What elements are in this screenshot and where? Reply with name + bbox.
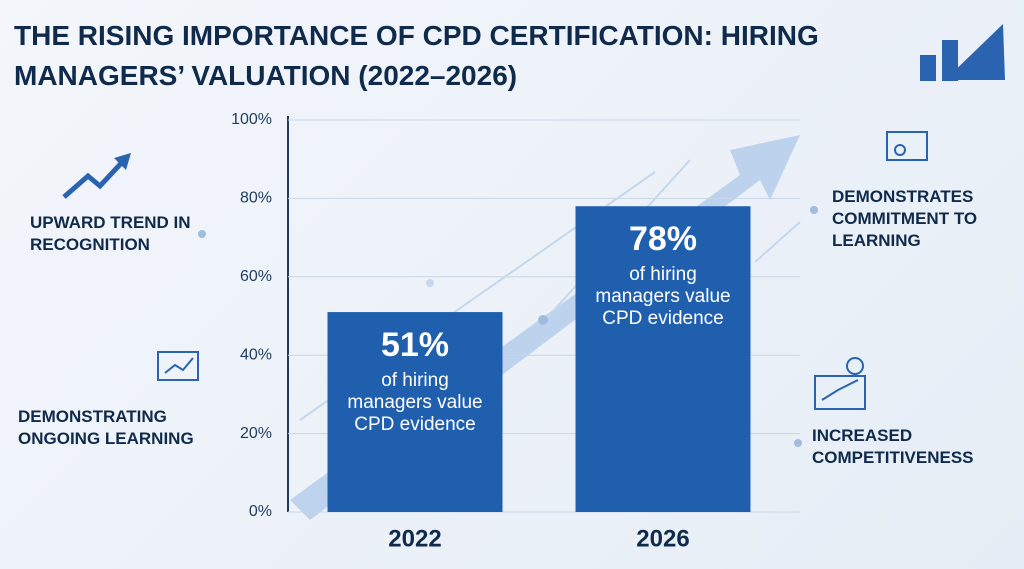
value-label: 78% <box>628 220 698 259</box>
bar <box>575 206 751 513</box>
annotation: UPWARD TREND IN RECOGNITION <box>30 213 191 254</box>
y-tick-label: 0% <box>249 503 272 520</box>
y-tick-label: 60% <box>240 268 272 285</box>
x-tick-label: 2022 <box>388 525 441 552</box>
y-tick-label: 80% <box>240 190 272 207</box>
bar-caption: of hiring managers value CPD evidence <box>347 370 483 436</box>
annotation: INCREASED COMPETITIVENESS <box>812 426 974 467</box>
y-tick-label: 40% <box>240 346 272 363</box>
y-tick-label: 20% <box>240 425 272 442</box>
annotation: DEMONSTRATES COMMITMENT TO LEARNING <box>832 187 978 250</box>
value-label: 51% <box>380 326 450 365</box>
y-tick-label: 100% <box>231 111 272 128</box>
chart-title: THE RISING IMPORTANCE OF CPD CERTIFICATI… <box>14 20 819 91</box>
bar-caption: of hiring managers value CPD evidence <box>595 264 731 330</box>
x-tick-label: 2026 <box>636 525 689 552</box>
annotation: DEMONSTRATING ONGOING LEARNING <box>18 407 194 448</box>
bar <box>327 312 503 512</box>
